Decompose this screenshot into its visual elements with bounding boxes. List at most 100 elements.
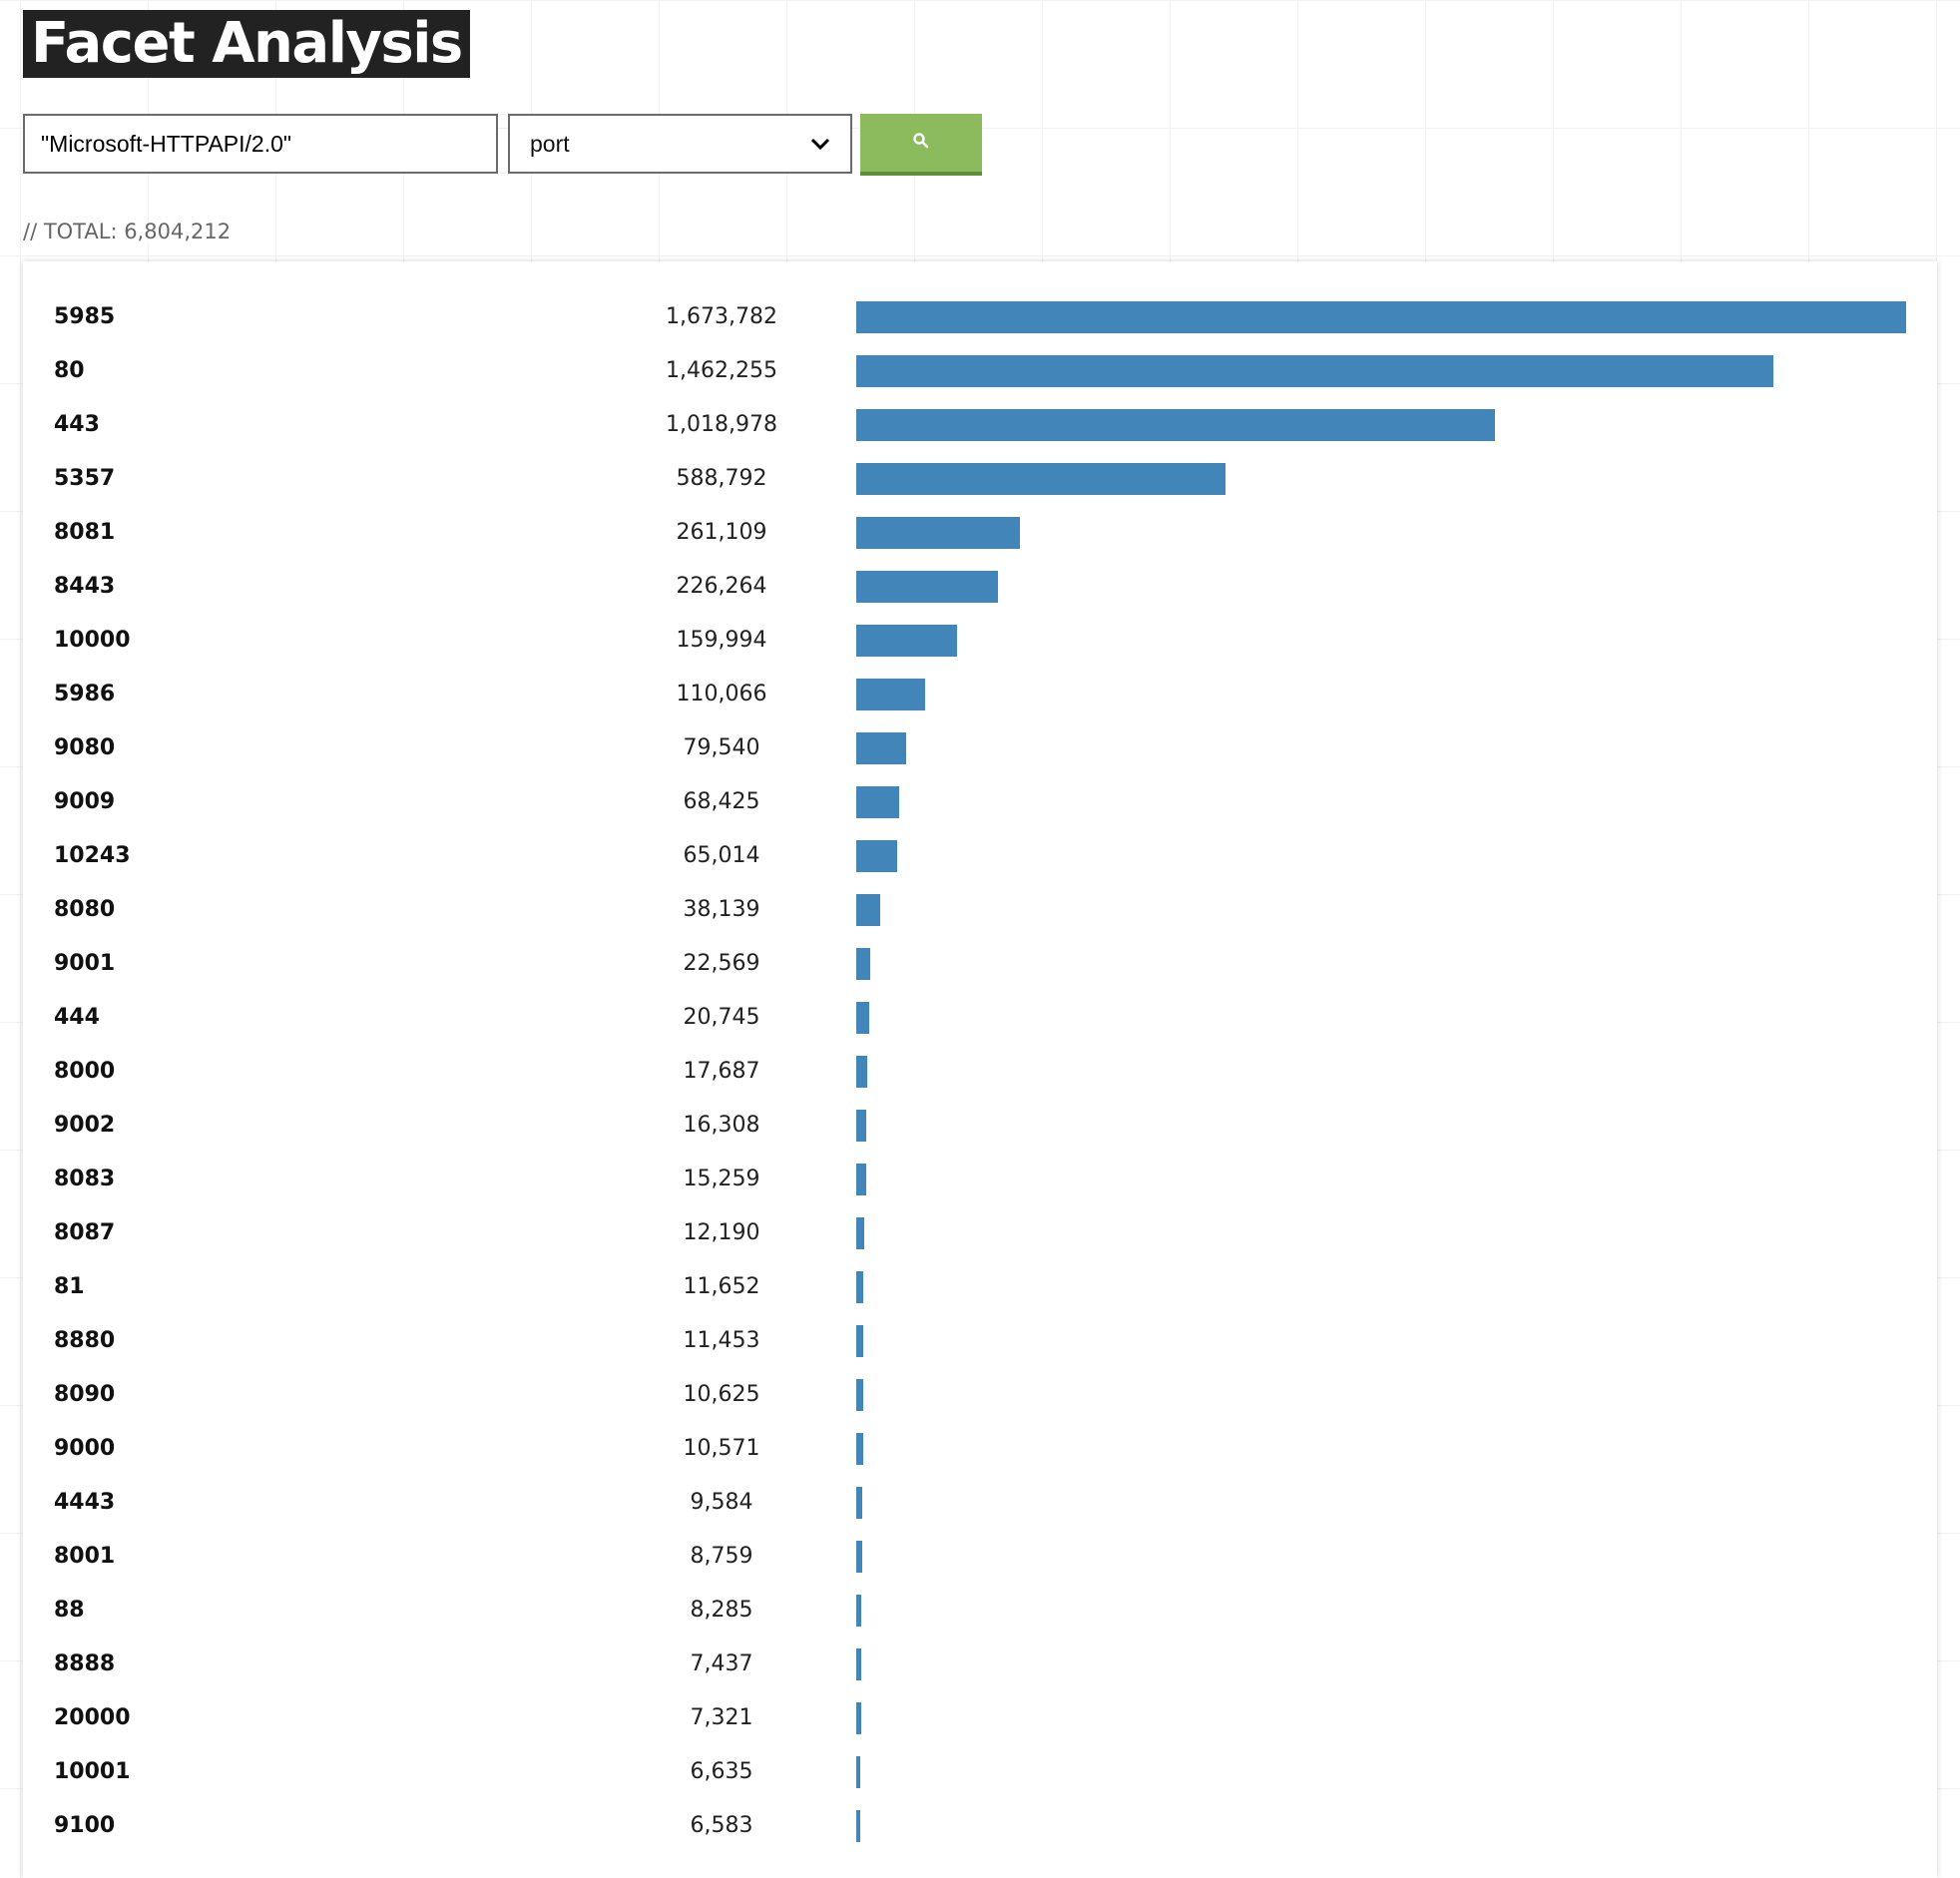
facet-bar (856, 840, 897, 872)
facet-count: 22,569 (683, 951, 760, 976)
facet-label[interactable]: 444 (54, 1005, 100, 1030)
facet-row: 9002 16,308 (23, 1099, 1937, 1153)
facet-row: 444 20,745 (23, 991, 1937, 1045)
facet-count: 79,540 (683, 735, 760, 760)
facet-row: 9000 10,571 (23, 1422, 1937, 1476)
facet-bar (856, 679, 925, 710)
facet-label[interactable]: 8090 (54, 1382, 116, 1407)
facet-bar (856, 894, 880, 926)
facet-count: 7,321 (690, 1705, 753, 1730)
facet-count: 11,453 (683, 1328, 760, 1353)
facet-label[interactable]: 8083 (54, 1167, 116, 1191)
facet-label[interactable]: 80 (54, 358, 85, 383)
facet-bar (856, 1810, 860, 1842)
facet-row: 9100 6,583 (23, 1799, 1937, 1853)
facet-label[interactable]: 8081 (54, 520, 116, 545)
facet-label[interactable]: 9002 (54, 1113, 116, 1138)
facet-bar (856, 786, 899, 818)
facet-bar (856, 1595, 861, 1627)
facet-label[interactable]: 10000 (54, 628, 131, 653)
facet-label[interactable]: 8888 (54, 1651, 116, 1676)
facet-label[interactable]: 9001 (54, 951, 116, 976)
facet-bar (856, 1110, 866, 1142)
facet-count: 9,584 (690, 1490, 753, 1515)
facet-bar (856, 1702, 861, 1734)
search-input[interactable] (23, 114, 498, 174)
facet-count: 15,259 (683, 1167, 760, 1191)
facet-count: 226,264 (676, 574, 767, 599)
facet-row: 9001 22,569 (23, 937, 1937, 991)
facet-count: 588,792 (676, 466, 767, 491)
facet-label[interactable]: 8080 (54, 897, 116, 922)
facet-row: 5357 588,792 (23, 452, 1937, 506)
facet-count: 8,285 (690, 1598, 753, 1623)
facet-count: 65,014 (683, 843, 760, 868)
facet-count: 1,018,978 (666, 412, 777, 437)
facet-count: 17,687 (683, 1059, 760, 1084)
facet-count: 68,425 (683, 789, 760, 814)
facet-count: 10,571 (683, 1436, 760, 1461)
facet-label[interactable]: 8443 (54, 574, 116, 599)
facet-count: 20,745 (683, 1005, 760, 1030)
facet-row: 443 1,018,978 (23, 398, 1937, 452)
facet-row: 20000 7,321 (23, 1691, 1937, 1745)
facet-count: 16,308 (683, 1113, 760, 1138)
facet-count: 1,673,782 (666, 304, 777, 329)
facet-bar (856, 1002, 869, 1034)
facet-label[interactable]: 10001 (54, 1759, 131, 1784)
facet-bar (856, 625, 957, 657)
facet-bar (856, 355, 1773, 387)
search-button[interactable] (860, 114, 982, 176)
facet-label[interactable]: 443 (54, 412, 100, 437)
chevron-down-icon (810, 137, 830, 151)
facet-bar (856, 463, 1225, 495)
facet-select[interactable]: port (508, 114, 852, 174)
facet-count: 11,652 (683, 1274, 760, 1299)
facet-count: 10,625 (683, 1382, 760, 1407)
facet-label[interactable]: 20000 (54, 1705, 131, 1730)
total-count: // TOTAL: 6,804,212 (23, 220, 236, 243)
facet-bar (856, 1379, 863, 1411)
facet-row: 10000 159,994 (23, 614, 1937, 668)
facet-label[interactable]: 81 (54, 1274, 85, 1299)
facet-select-value: port (530, 130, 570, 157)
facet-row: 10001 6,635 (23, 1745, 1937, 1799)
facet-bar (856, 1056, 867, 1088)
facet-row: 5985 1,673,782 (23, 290, 1937, 344)
facet-row: 8081 261,109 (23, 506, 1937, 560)
facet-label[interactable]: 9100 (54, 1813, 116, 1838)
facet-bar (856, 732, 906, 764)
facet-row: 8080 38,139 (23, 883, 1937, 937)
facet-bar (856, 1541, 862, 1573)
facet-label[interactable]: 8880 (54, 1328, 116, 1353)
facet-row: 88 8,285 (23, 1584, 1937, 1638)
facet-row: 9009 68,425 (23, 775, 1937, 829)
facet-bar (856, 1164, 866, 1195)
facet-row: 10243 65,014 (23, 829, 1937, 883)
facet-bar (856, 1217, 864, 1249)
facet-row: 5986 110,066 (23, 668, 1937, 721)
facet-label[interactable]: 9000 (54, 1436, 116, 1461)
facet-label[interactable]: 9080 (54, 735, 116, 760)
facet-label[interactable]: 8000 (54, 1059, 116, 1084)
facet-count: 110,066 (676, 682, 767, 706)
facet-bar (856, 517, 1020, 549)
facet-label[interactable]: 5357 (54, 466, 116, 491)
facet-label[interactable]: 8087 (54, 1220, 116, 1245)
facet-label[interactable]: 8001 (54, 1544, 116, 1569)
facet-label[interactable]: 9009 (54, 789, 116, 814)
facet-row: 81 11,652 (23, 1260, 1937, 1314)
facet-count: 8,759 (690, 1544, 753, 1569)
facet-label[interactable]: 5985 (54, 304, 116, 329)
facet-label[interactable]: 88 (54, 1598, 85, 1623)
facet-count: 1,462,255 (666, 358, 777, 383)
facet-bar (856, 1648, 861, 1680)
facet-bar (856, 1433, 863, 1465)
facet-label[interactable]: 5986 (54, 682, 116, 706)
facet-count: 7,437 (690, 1651, 753, 1676)
facet-label[interactable]: 10243 (54, 843, 131, 868)
facet-row: 8087 12,190 (23, 1206, 1937, 1260)
facet-bar (856, 571, 998, 603)
facet-label[interactable]: 4443 (54, 1490, 116, 1515)
facet-bar (856, 301, 1906, 333)
